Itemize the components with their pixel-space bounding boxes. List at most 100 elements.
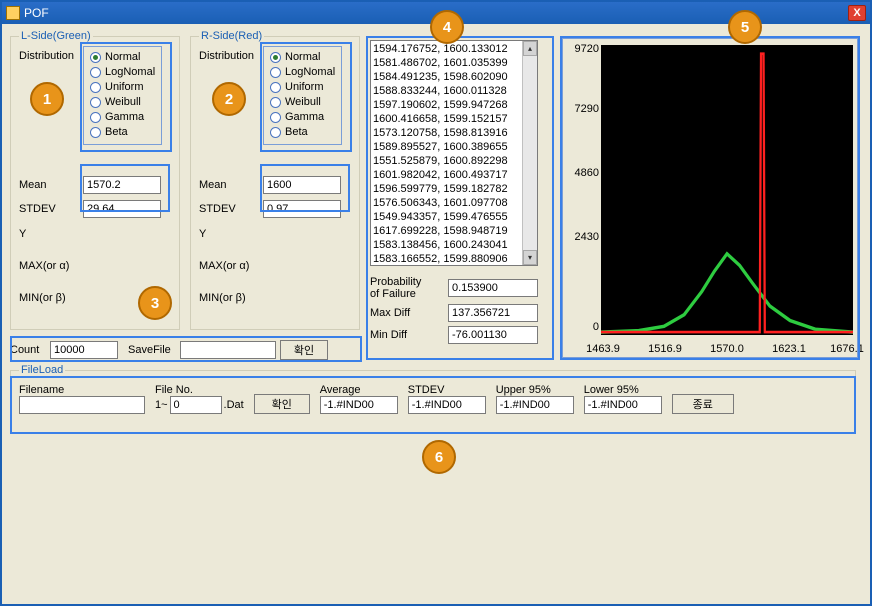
- results-fields: Probability of Failure Max Diff Min Diff: [370, 272, 555, 344]
- upper-input[interactable]: [496, 396, 574, 414]
- rside-legend: R-Side(Red): [199, 30, 264, 42]
- count-confirm-button[interactable]: 확인: [280, 340, 328, 360]
- close-button[interactable]: X: [848, 5, 866, 21]
- list-item[interactable]: 1600.416658, 1599.152157: [373, 112, 521, 126]
- rside-group: R-Side(Red) Distribution Normal LogNomal U…: [190, 30, 360, 330]
- lside-min-label: MIN(or β): [19, 292, 79, 304]
- radio-beta[interactable]: Beta: [90, 126, 155, 138]
- app-window: POF X L-Side(Green) Distribution NormalL…: [0, 0, 872, 606]
- list-item[interactable]: 1583.166552, 1599.880906: [373, 252, 521, 266]
- list-item[interactable]: 1581.486702, 1601.035399: [373, 56, 521, 70]
- list-item[interactable]: 1549.943357, 1599.476555: [373, 210, 521, 224]
- radio-label: Uniform: [285, 81, 324, 93]
- list-item[interactable]: 1573.120758, 1598.813916: [373, 126, 521, 140]
- list-item[interactable]: 1617.699228, 1598.948719: [373, 224, 521, 238]
- radio-label: Weibull: [105, 96, 141, 108]
- radio-lognomal[interactable]: LogNomal: [270, 66, 335, 78]
- radio-normal[interactable]: Normal: [270, 51, 335, 63]
- chart-red-curve: [601, 45, 853, 335]
- radio-weibull[interactable]: Weibull: [270, 96, 335, 108]
- maxdiff-input[interactable]: [448, 304, 538, 322]
- fileload-group: FileLoad Filename File No. 1~ .Dat 확인 Av: [10, 364, 856, 434]
- filename-label: Filename: [19, 384, 145, 396]
- marker-6: 6: [422, 440, 456, 474]
- savefile-label: SaveFile: [128, 344, 176, 356]
- count-input[interactable]: [50, 341, 118, 359]
- chart-xtick: 1676.1: [830, 343, 864, 355]
- fl-stdev-input[interactable]: [408, 396, 486, 414]
- count-label: Count: [10, 344, 46, 356]
- radio-label: Uniform: [105, 81, 144, 93]
- rside-mean-label: Mean: [199, 179, 259, 191]
- list-item[interactable]: 1601.982042, 1600.493717: [373, 168, 521, 182]
- lside-mean-input[interactable]: [83, 176, 161, 194]
- list-item[interactable]: 1596.599779, 1599.182782: [373, 182, 521, 196]
- chart-ytick: 7290: [565, 103, 599, 115]
- radio-beta[interactable]: Beta: [270, 126, 335, 138]
- fileload-legend: FileLoad: [19, 364, 65, 376]
- close-icon: X: [853, 7, 860, 19]
- radio-lognomal[interactable]: LogNomal: [90, 66, 155, 78]
- rside-dist-label: Distribution: [199, 50, 254, 62]
- mindiff-input[interactable]: [448, 326, 538, 344]
- fileno-input[interactable]: [170, 396, 222, 414]
- lside-stdev-input[interactable]: [83, 200, 161, 218]
- chart-xtick: 1516.9: [648, 343, 682, 355]
- list-item[interactable]: 1551.525879, 1600.892298: [373, 154, 521, 168]
- chart-ytick: 2430: [565, 231, 599, 243]
- radio-label: LogNomal: [285, 66, 335, 78]
- lower-input[interactable]: [584, 396, 662, 414]
- list-item[interactable]: 1576.506343, 1601.097708: [373, 196, 521, 210]
- lside-dist-label: Distribution: [19, 50, 74, 62]
- marker-5: 5: [728, 10, 762, 44]
- filename-input[interactable]: [19, 396, 145, 414]
- radio-uniform[interactable]: Uniform: [90, 81, 155, 93]
- close-app-button[interactable]: 종료: [672, 394, 734, 414]
- marker-3: 3: [138, 286, 172, 320]
- marker-1: 1: [30, 82, 64, 116]
- radio-dot-icon: [270, 67, 281, 78]
- lside-y-label: Y: [19, 228, 79, 240]
- chart-xtick: 1623.1: [772, 343, 806, 355]
- radio-dot-icon: [90, 127, 101, 138]
- radio-label: Gamma: [285, 111, 324, 123]
- radio-gamma[interactable]: Gamma: [90, 111, 155, 123]
- rside-mean-input[interactable]: [263, 176, 341, 194]
- marker-2: 2: [212, 82, 246, 116]
- list-item[interactable]: 1594.176752, 1600.133012: [373, 42, 521, 56]
- radio-weibull[interactable]: Weibull: [90, 96, 155, 108]
- scroll-down-icon[interactable]: ▾: [523, 250, 537, 265]
- lside-max-label: MAX(or α): [19, 260, 79, 272]
- list-item[interactable]: 1584.491235, 1598.602090: [373, 70, 521, 84]
- lside-group: L-Side(Green) Distribution NormalLogNoma…: [10, 30, 180, 330]
- radio-uniform[interactable]: Uniform: [270, 81, 335, 93]
- scroll-up-icon[interactable]: ▴: [523, 41, 537, 56]
- rside-radio-box: Normal LogNomal Uniform Weibull Gamma Beta: [263, 46, 342, 145]
- lside-radio-box: Normal LogNomal Uniform Weibull Gamma Beta: [83, 46, 162, 145]
- radio-dot-icon: [270, 112, 281, 123]
- pof-input[interactable]: [448, 279, 538, 297]
- list-item[interactable]: 1588.833244, 1600.011328: [373, 84, 521, 98]
- list-item[interactable]: 1597.190602, 1599.947268: [373, 98, 521, 112]
- radio-label: Gamma: [105, 111, 144, 123]
- radio-dot-icon: [90, 82, 101, 93]
- list-item[interactable]: 1589.895527, 1600.389655: [373, 140, 521, 154]
- chart-ytick: 0: [565, 321, 599, 333]
- savefile-input[interactable]: [180, 341, 276, 359]
- results-listbox[interactable]: 1594.176752, 1600.1330121581.486702, 160…: [370, 40, 538, 266]
- radio-dot-icon: [270, 52, 281, 63]
- fileno-sep: 1~: [155, 399, 168, 411]
- radio-dot-icon: [270, 97, 281, 108]
- listbox-scrollbar[interactable]: ▴ ▾: [522, 41, 537, 265]
- radio-gamma[interactable]: Gamma: [270, 111, 335, 123]
- fileload-confirm-button[interactable]: 확인: [254, 394, 310, 414]
- radio-label: Beta: [285, 126, 308, 138]
- rside-stdev-input[interactable]: [263, 200, 341, 218]
- app-icon: [6, 6, 20, 20]
- chart-ytick: 9720: [565, 43, 599, 55]
- avg-input[interactable]: [320, 396, 398, 414]
- maxdiff-label: Max Diff: [370, 307, 442, 319]
- list-item[interactable]: 1583.138456, 1600.243041: [373, 238, 521, 252]
- lower-label: Lower 95%: [584, 384, 662, 396]
- radio-normal[interactable]: Normal: [90, 51, 155, 63]
